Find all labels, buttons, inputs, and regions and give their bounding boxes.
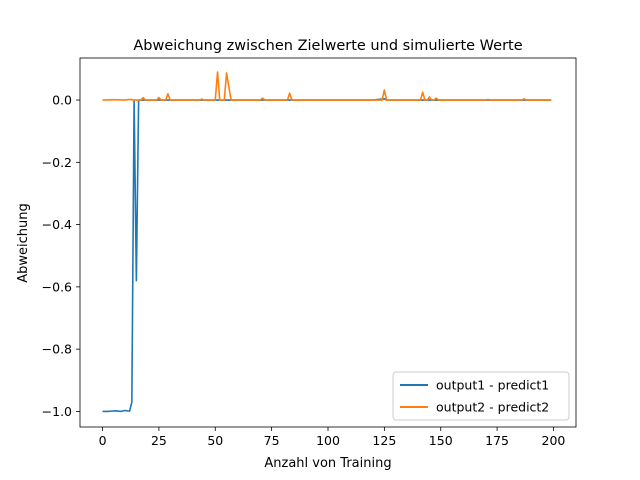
y-tick-label: 0.0 — [52, 93, 72, 108]
y-tick-label: −1.0 — [42, 404, 72, 419]
x-tick-label: 0 — [99, 433, 107, 448]
x-tick-label: 200 — [542, 433, 566, 448]
y-tick-label: −0.8 — [42, 342, 72, 357]
chart-title: Abweichung zwischen Zielwerte und simuli… — [133, 38, 522, 54]
y-axis-label: Abweichung — [16, 203, 31, 283]
plot-frame — [80, 58, 576, 427]
x-tick-label: 100 — [316, 433, 340, 448]
y-tick-label: −0.2 — [42, 155, 72, 170]
legend-label-output2: output2 - predict2 — [436, 400, 549, 415]
x-tick-label: 75 — [264, 433, 280, 448]
x-tick-label: 50 — [207, 433, 223, 448]
x-axis: 0 25 50 75 100 125 150 175 200 — [99, 427, 566, 448]
series-line-2 — [102, 71, 552, 101]
y-tick-label: −0.4 — [42, 217, 72, 232]
x-tick-label: 125 — [372, 433, 396, 448]
legend-label-output1: output1 - predict1 — [436, 378, 549, 393]
plot-area — [79, 57, 577, 428]
series-layer — [102, 71, 552, 413]
y-tick-label: −0.6 — [42, 279, 72, 294]
legend: output1 - predict1 output2 - predict2 — [392, 371, 570, 421]
x-tick-label: 175 — [485, 433, 509, 448]
x-tick-label: 25 — [151, 433, 167, 448]
x-tick-label: 150 — [429, 433, 453, 448]
x-axis-label: Anzahl von Training — [264, 456, 391, 471]
y-axis: −1.0 −0.8 −0.6 −0.4 −0.2 0.0 — [42, 93, 80, 419]
legend-box — [392, 371, 570, 421]
